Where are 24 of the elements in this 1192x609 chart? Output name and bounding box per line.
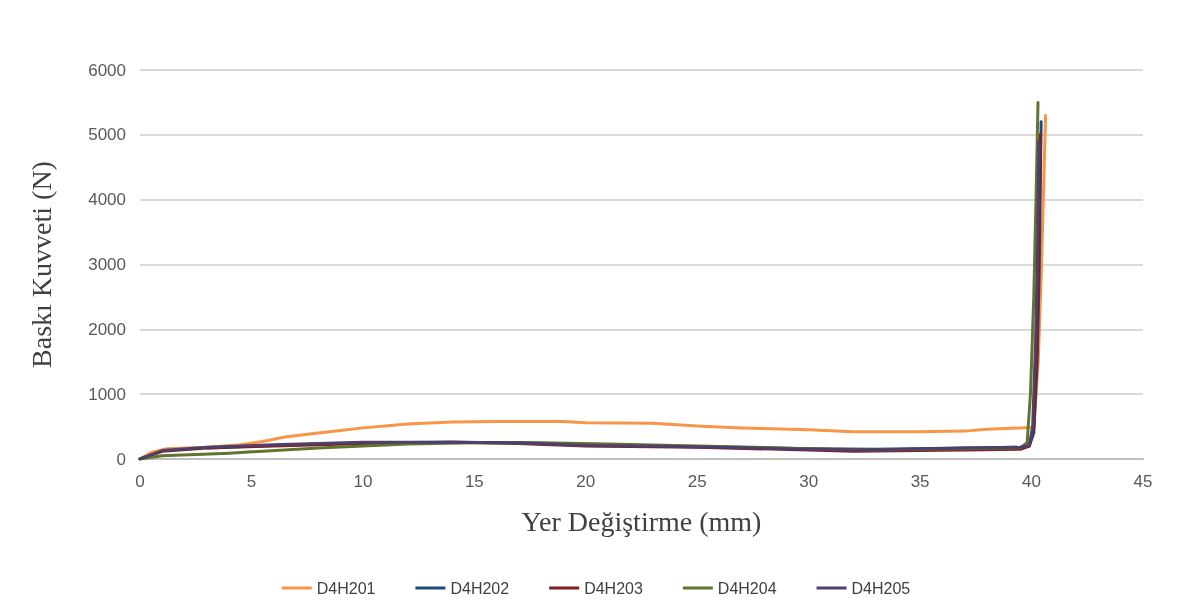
x-tick-label: 0: [135, 472, 145, 491]
y-tick-label: 4000: [88, 190, 126, 210]
y-tick-label: 0: [116, 449, 126, 469]
x-tick-label: 25: [687, 472, 707, 491]
x-tick-label: 40: [1022, 472, 1042, 491]
x-tick-label: 45: [1133, 472, 1153, 491]
x-tick-label: 10: [353, 472, 373, 491]
legend-label: D4H205: [851, 579, 911, 597]
x-tick-label: 30: [799, 472, 819, 491]
y-tick-label: 5000: [88, 125, 126, 145]
x-axis-title: Yer Değiştirme (mm): [521, 505, 762, 537]
x-tick-label: 20: [576, 472, 596, 491]
y-tick-label: 3000: [88, 255, 126, 274]
legend-label: D4H204: [717, 579, 777, 597]
y-tick-label: 1000: [88, 384, 126, 404]
x-tick-label: 15: [464, 472, 484, 491]
y-tick-label: 6000: [88, 60, 126, 80]
legend-label: D4H203: [584, 579, 643, 597]
legend-label: D4H201: [316, 579, 376, 597]
x-tick-label: 35: [910, 472, 930, 491]
x-tick-label: 5: [246, 472, 257, 491]
legend-label: D4H202: [450, 579, 510, 597]
y-tick-label: 2000: [88, 319, 126, 339]
y-axis-title: Baskı Kuvveti (N): [25, 161, 57, 368]
